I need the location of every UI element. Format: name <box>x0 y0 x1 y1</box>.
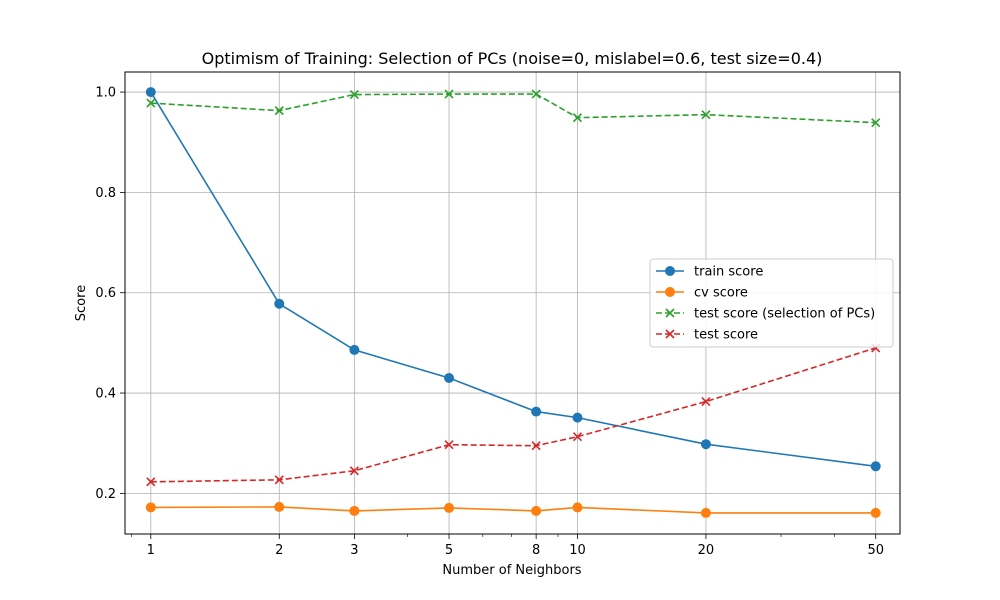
data-point <box>444 372 455 383</box>
data-point <box>274 475 284 485</box>
series-3 <box>146 343 881 487</box>
data-point <box>701 110 711 120</box>
data-point <box>349 344 360 355</box>
data-point <box>349 90 359 100</box>
y-tick-label: 0.4 <box>95 387 116 402</box>
data-point <box>274 106 284 116</box>
y-axis-label: Score <box>74 285 89 321</box>
series-line <box>150 93 876 124</box>
legend-label: test score (selection of PCs) <box>694 307 875 322</box>
data-point <box>701 397 711 407</box>
series-line <box>150 347 876 483</box>
y-tick-label: 0.6 <box>95 286 116 301</box>
chart-title: Optimism of Training: Selection of PCs (… <box>202 49 823 68</box>
legend-label: train score <box>694 265 763 280</box>
series-2 <box>146 89 881 128</box>
x-tick-label: 3 <box>350 543 358 558</box>
legend-box <box>649 258 894 348</box>
x-tick-label: 20 <box>698 543 715 558</box>
legend-entry: test score <box>656 328 758 343</box>
data-point <box>444 502 455 513</box>
y-tick-label: 1.0 <box>95 86 116 101</box>
plot-frame <box>124 71 901 535</box>
x-axis-label: Number of Neighbors <box>442 563 581 578</box>
data-point <box>444 89 454 99</box>
series-1 <box>145 501 881 518</box>
series-line <box>150 91 876 468</box>
data-point <box>444 440 454 450</box>
data-point <box>871 118 881 128</box>
data-point <box>700 507 711 518</box>
y-axis-ticks: 0.2 0.4 0.6 0.8 1.0 <box>95 86 125 502</box>
x-tick-label: 8 <box>532 543 540 558</box>
legend: train score cv score test score (selection… <box>649 258 894 348</box>
series-line <box>150 506 876 514</box>
data-point <box>531 505 542 516</box>
y-tick-label: 0.8 <box>95 186 116 201</box>
series-0 <box>145 87 881 472</box>
x-tick-label: 1 <box>147 543 155 558</box>
legend-entry: train score <box>656 265 763 280</box>
legend-marker <box>665 287 675 297</box>
y-tick-label: 0.2 <box>95 487 116 502</box>
x-tick-label: 50 <box>867 543 884 558</box>
data-point <box>145 87 156 98</box>
legend-label: test score <box>694 328 758 343</box>
legend-marker <box>665 308 675 318</box>
legend-entry: cv score <box>656 286 748 301</box>
data-point <box>870 461 881 472</box>
legend-marker <box>665 266 675 276</box>
data-point <box>531 441 541 451</box>
data-point <box>146 477 156 487</box>
data-point <box>572 502 583 513</box>
data-point <box>700 439 711 450</box>
data-point <box>146 98 156 108</box>
legend-label: cv score <box>694 286 748 301</box>
x-axis-ticks: 1 2 3 5 8 10 20 50 <box>147 534 884 558</box>
data-point <box>572 412 583 423</box>
x-tick-label: 5 <box>445 543 453 558</box>
x-tick-label: 10 <box>569 543 586 558</box>
data-point <box>349 466 359 476</box>
data-point <box>145 502 156 513</box>
data-point <box>531 89 541 99</box>
legend-marker <box>665 329 675 339</box>
data-point <box>870 507 881 518</box>
data-point <box>274 501 285 512</box>
data-point <box>572 432 583 442</box>
data-point <box>274 298 285 309</box>
data-point <box>572 113 583 123</box>
grid <box>125 72 900 534</box>
data-point <box>349 505 360 516</box>
data-point <box>531 406 542 417</box>
series-layer <box>145 87 881 518</box>
x-tick-label: 2 <box>275 543 283 558</box>
legend-entry: test score (selection of PCs) <box>656 307 875 322</box>
